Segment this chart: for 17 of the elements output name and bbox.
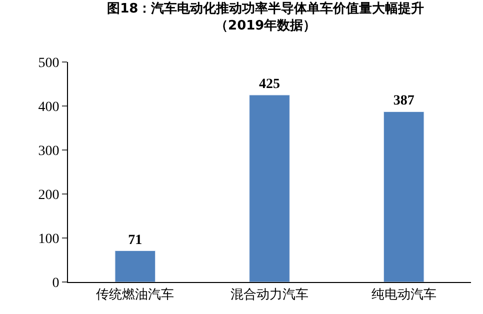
chart-subtitle: （2019年数据） (215, 18, 316, 34)
x-tick-label: 传统燃油汽车 (96, 288, 174, 303)
y-tick-label: 400 (38, 100, 60, 115)
bar (383, 111, 424, 282)
x-tick-label: 纯电动汽车 (371, 288, 436, 303)
data-label: 425 (259, 77, 280, 92)
data-label: 387 (393, 94, 414, 109)
y-tick-label: 500 (38, 56, 60, 71)
y-tick-label: 300 (38, 144, 60, 159)
y-tick-label: 100 (38, 232, 60, 247)
y-tick-label: 0 (52, 276, 60, 291)
bar (114, 250, 156, 282)
x-tick-label: 混合动力汽车 (230, 288, 308, 303)
bar (249, 94, 290, 282)
data-label: 71 (128, 232, 142, 248)
chart-title: 图18：汽车电动化推动功率半导体单车价值量大幅提升 (107, 0, 424, 17)
y-tick-label: 200 (38, 188, 60, 203)
